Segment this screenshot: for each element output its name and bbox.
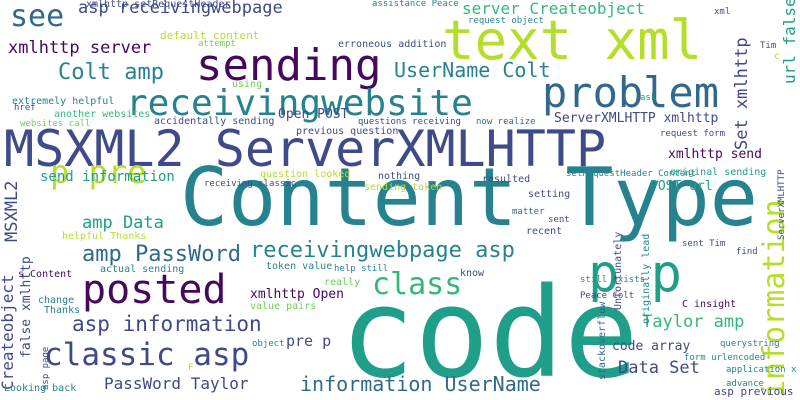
word-cloud-word: querystring bbox=[720, 339, 780, 349]
word-cloud-word: Content Type bbox=[180, 151, 758, 244]
word-cloud-word: receivingwebsite bbox=[126, 83, 473, 124]
word-cloud-word: using bbox=[232, 79, 263, 90]
word-cloud-word: application x bbox=[726, 365, 797, 375]
word-cloud-word: posted bbox=[82, 267, 227, 313]
word-cloud-word: matter bbox=[512, 207, 545, 217]
word-cloud-word: amp PassWord bbox=[82, 242, 241, 267]
word-cloud-word: xmlhttp Open bbox=[250, 287, 344, 302]
word-cloud-word: form urlencoded bbox=[684, 353, 766, 363]
word-cloud-word: help still bbox=[334, 264, 389, 274]
word-cloud-word: assistance Peace bbox=[372, 0, 459, 9]
word-cloud-word: Tim bbox=[760, 41, 777, 51]
word-cloud-word: Peace Colt bbox=[580, 291, 635, 301]
word-cloud-word: MSXML2 ServerXMLHTTP bbox=[4, 120, 607, 178]
word-cloud-word: change bbox=[38, 295, 75, 306]
word-cloud-word: amp Data bbox=[82, 213, 164, 233]
word-cloud-word: Createobject bbox=[0, 274, 17, 390]
word-cloud-word: C insight bbox=[682, 299, 737, 310]
word-cloud-word: information UserName bbox=[300, 372, 541, 396]
word-cloud-word: ServerXMLHTTP xmlhttp bbox=[554, 111, 719, 126]
word-cloud-word: Thanks bbox=[44, 305, 81, 316]
word-cloud-word: previous question bbox=[296, 126, 399, 137]
word-cloud-word: sending bbox=[196, 40, 382, 91]
word-cloud-word: stackoverflow bbox=[597, 301, 608, 380]
word-cloud-word: questions receiving bbox=[358, 117, 461, 127]
word-cloud-word: asp previous bbox=[714, 385, 794, 398]
word-cloud-word: value pairs bbox=[250, 301, 317, 312]
word-cloud-word: c bbox=[774, 51, 781, 62]
word-cloud-word: s Content bbox=[18, 269, 73, 280]
word-cloud-word: xmlhttp send bbox=[668, 147, 762, 162]
word-cloud-word: xmlhttp setRequestHeader bbox=[86, 0, 231, 10]
word-cloud-word: sent bbox=[548, 215, 570, 225]
word-cloud-word: Data Set bbox=[618, 358, 700, 378]
word-cloud-word: ask bbox=[640, 93, 657, 103]
word-cloud-word: erroneous addition bbox=[338, 39, 447, 50]
word-cloud-word: actual sending bbox=[100, 264, 185, 275]
word-cloud-word: send information bbox=[40, 169, 175, 185]
word-cloud-word: resulted bbox=[482, 174, 531, 185]
word-cloud-word: recent bbox=[526, 226, 563, 237]
word-cloud-word: url false bbox=[780, 0, 799, 84]
word-cloud-word: POST url bbox=[650, 179, 713, 194]
word-cloud-word: asp receivingwebpage bbox=[78, 0, 283, 18]
word-cloud-word: find bbox=[736, 247, 758, 257]
word-cloud-word: object bbox=[252, 339, 285, 349]
word-cloud-word: asp information bbox=[72, 312, 262, 336]
word-cloud-word: Unfortunately bbox=[613, 231, 624, 310]
word-cloud-word: pre p bbox=[286, 332, 332, 350]
word-cloud-word: PassWord Taylor bbox=[104, 374, 249, 393]
word-cloud-word: class bbox=[372, 267, 463, 302]
word-cloud-word: question looked bbox=[260, 169, 351, 180]
word-cloud-word: advance bbox=[726, 379, 764, 389]
word-cloud-word: MSXML2 bbox=[2, 180, 22, 242]
word-cloud-word: helpful Thanks bbox=[62, 231, 147, 242]
word-cloud-word: Taylor amp bbox=[642, 312, 745, 332]
word-cloud-word: request object bbox=[468, 16, 544, 26]
word-cloud-word: xmlhttp server bbox=[8, 38, 152, 58]
word-cloud-word: classic asp bbox=[44, 337, 250, 373]
word-cloud-word: asp page bbox=[41, 346, 51, 390]
word-cloud-word: xml bbox=[714, 7, 731, 17]
word-cloud-word: attempt bbox=[198, 39, 236, 49]
word-cloud-word: setting bbox=[528, 189, 571, 200]
word-cloud-word: setRequestHeader Content bbox=[566, 169, 697, 179]
word-cloud-word: code bbox=[340, 262, 639, 400]
word-cloud-word: token value bbox=[266, 261, 333, 272]
word-cloud-word: receivingwebpage asp bbox=[250, 238, 515, 263]
word-cloud-word: default content bbox=[160, 29, 260, 42]
word-cloud-word: still exists bbox=[580, 275, 646, 285]
word-cloud-word: receiving classic bbox=[204, 179, 297, 189]
word-cloud-word: another websites bbox=[54, 109, 151, 120]
word-cloud-word: really bbox=[324, 277, 361, 288]
word-cloud-word: Set xmlhttp bbox=[732, 37, 752, 150]
word-cloud-word: Colt amp bbox=[58, 60, 164, 85]
word-cloud-word: UserName Colt bbox=[394, 58, 551, 82]
word-cloud-word: Open POST bbox=[278, 107, 349, 122]
word-cloud-word: p pre bbox=[50, 153, 147, 191]
word-cloud-word: code array bbox=[612, 339, 691, 354]
word-cloud-word: F bbox=[188, 363, 194, 373]
word-cloud-word: now realize bbox=[476, 117, 536, 127]
word-cloud-word: originally lead bbox=[641, 233, 652, 324]
word-cloud-word: ServerXMLHTTP bbox=[777, 169, 787, 240]
word-cloud-word: sending token bbox=[364, 182, 443, 193]
word-cloud-word: accidentally sending bbox=[154, 116, 275, 127]
word-cloud-word: p p bbox=[588, 244, 682, 304]
word-cloud-word: see bbox=[10, 0, 65, 34]
word-cloud-word: problem bbox=[542, 68, 720, 117]
word-cloud-word: request form bbox=[660, 129, 726, 139]
word-cloud-word: text xml bbox=[442, 9, 703, 72]
word-cloud-word: original sending bbox=[670, 167, 767, 178]
word-cloud-word: know bbox=[460, 268, 485, 279]
word-cloud-word: Looking back bbox=[4, 383, 77, 394]
word-cloud-word: websites call bbox=[20, 119, 91, 129]
word-cloud-word: href bbox=[14, 103, 36, 113]
word-cloud-word: extremely helpful bbox=[12, 96, 115, 107]
word-cloud-word: server Createobject bbox=[462, 0, 646, 18]
word-cloud-word: nothing bbox=[378, 171, 421, 182]
word-cloud-word: sent Tim bbox=[682, 239, 726, 249]
